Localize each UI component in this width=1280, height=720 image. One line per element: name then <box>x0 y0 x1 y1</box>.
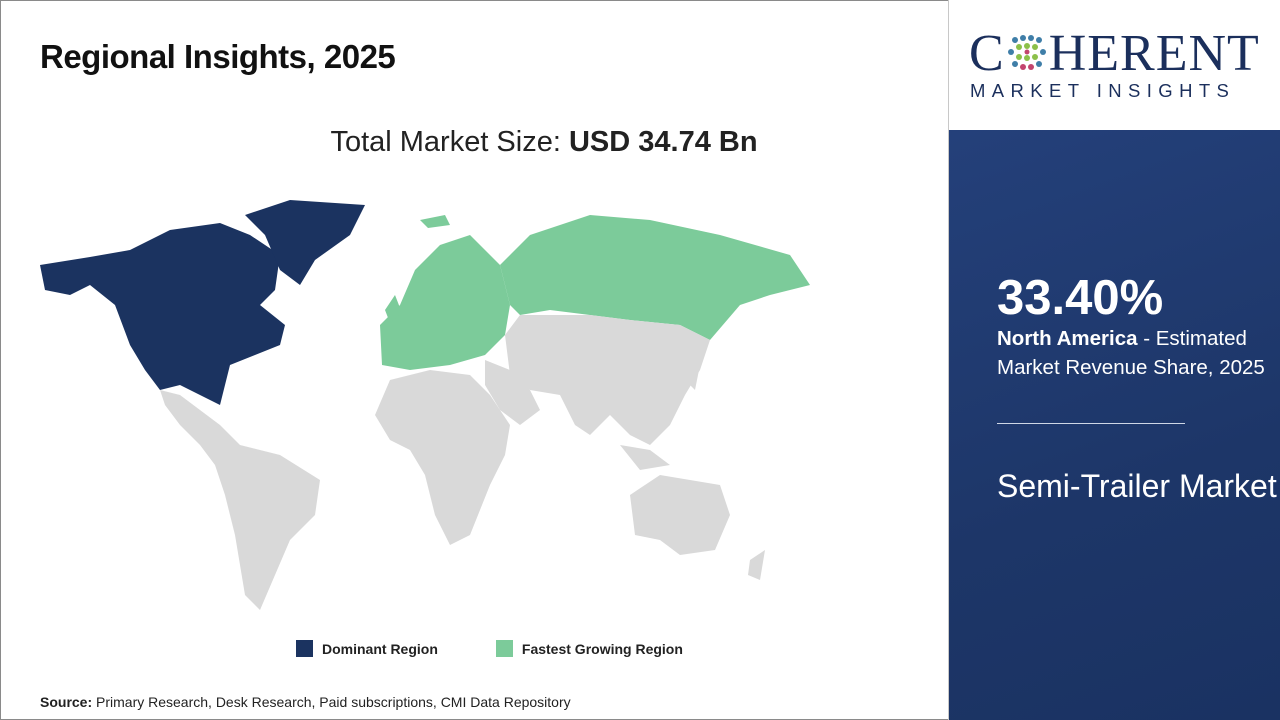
region-greenland <box>245 200 365 285</box>
insight-panel: 33.40% North America - Estimated Market … <box>949 130 1280 720</box>
region-europe <box>380 235 510 370</box>
revenue-share-description: North America - Estimated Market Revenue… <box>997 324 1267 382</box>
page-title: Regional Insights, 2025 <box>40 38 396 75</box>
panel-divider <box>997 423 1185 424</box>
total-market-size: Total Market Size: USD 34.74 Bn <box>0 126 948 159</box>
region-se-asia-islands <box>620 355 700 470</box>
legend-fastest: Fastest Growing Region <box>495 640 683 657</box>
region-iceland-uk <box>385 215 450 323</box>
region-middle-east <box>485 360 540 425</box>
globe-dots-icon <box>1007 35 1046 70</box>
company-logo: C HERENT MARKET INSIGHTS <box>949 0 1280 130</box>
legend-dominant: Dominant Region <box>296 640 438 657</box>
divider <box>948 0 949 720</box>
logo-wordmark: C HERENT <box>969 25 1260 82</box>
world-map <box>40 200 810 610</box>
source-text: Primary Research, Desk Research, Paid su… <box>92 694 571 710</box>
total-market-value: USD 34.74 Bn <box>568 126 758 158</box>
region-name: North America <box>997 327 1138 350</box>
source-note: Source: Primary Research, Desk Research,… <box>40 694 571 710</box>
logo-tagline: MARKET INSIGHTS <box>970 80 1236 101</box>
description-text: - Estimated Market Revenue Share, 2025 <box>997 327 1265 379</box>
legend-label: Dominant Region <box>322 640 438 657</box>
legend-swatch-dominant <box>296 640 313 657</box>
region-latin-america <box>160 390 320 610</box>
market-name: Semi-Trailer Market <box>997 468 1277 504</box>
region-oceania <box>630 475 765 580</box>
revenue-share-value: 33.40% <box>997 271 1164 325</box>
region-north-america <box>40 223 285 405</box>
region-russia <box>500 215 810 340</box>
map-legend: Dominant Region Fastest Growing Region <box>296 640 683 657</box>
legend-swatch-fastest <box>495 640 513 657</box>
region-asia <box>505 315 710 445</box>
region-africa <box>375 370 510 545</box>
source-label: Source: <box>40 694 93 710</box>
legend-label: Fastest Growing Region <box>521 640 683 657</box>
total-market-label: Total Market Size: <box>330 126 569 158</box>
